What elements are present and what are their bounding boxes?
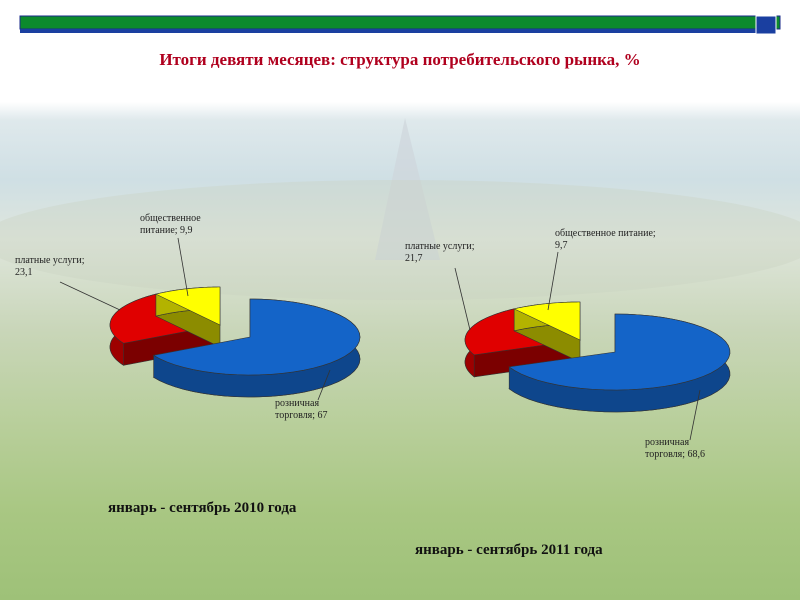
top-bar-box — [755, 15, 777, 35]
leader-line — [59, 281, 121, 311]
chart-title: январь - сентябрь 2010 года — [108, 500, 297, 516]
leader-line — [547, 251, 559, 311]
data-label: платные услуги; 21,7 — [405, 241, 475, 264]
background-pyramid — [375, 118, 440, 260]
pie-slice — [152, 298, 361, 376]
leader-line — [177, 237, 189, 297]
pie-slice — [155, 286, 221, 326]
pie-slice — [508, 313, 731, 391]
leader-line — [317, 369, 331, 401]
background-town — [0, 180, 800, 300]
slide-title: Итоги девяти месяцев: структура потребит… — [159, 50, 641, 69]
top-bar-strip — [20, 29, 760, 33]
data-label: розничная торговля; 67 — [275, 398, 328, 421]
data-label: общественное питание; 9,9 — [140, 213, 201, 236]
data-label: розничная торговля; 68,6 — [645, 437, 706, 460]
chart-title: январь - сентябрь 2011 года — [415, 542, 603, 558]
leader-line — [689, 389, 701, 441]
data-label: общественное питание; 9,7 — [555, 228, 656, 251]
leader-line — [454, 267, 471, 331]
data-label: платные услуги; 23,1 — [15, 255, 85, 278]
pie-slice — [513, 301, 581, 341]
